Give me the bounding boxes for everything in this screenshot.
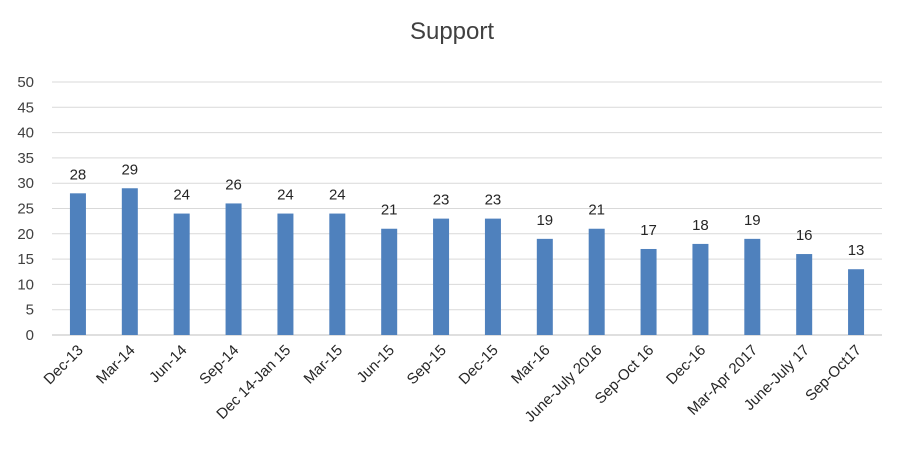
x-tick-label: Sep-15 xyxy=(404,342,450,388)
x-tick-label: Sep-Oct17 xyxy=(802,342,865,405)
data-label: 13 xyxy=(848,242,865,259)
bar xyxy=(433,218,450,335)
x-tick-label: Jun-14 xyxy=(146,342,190,386)
data-label: 29 xyxy=(121,161,138,178)
y-tick-label: 15 xyxy=(17,251,34,268)
bar xyxy=(329,213,346,335)
bar xyxy=(588,228,605,335)
bars xyxy=(69,188,865,335)
chart-title: Support xyxy=(409,18,495,45)
gridlines xyxy=(52,81,882,336)
x-tick-label: Dec-16 xyxy=(663,342,709,388)
y-tick-label: 35 xyxy=(17,150,34,167)
y-tick-label: 30 xyxy=(17,175,34,192)
x-tick-label: Mar-14 xyxy=(93,342,139,388)
y-tick-label: 50 xyxy=(17,74,34,91)
bar xyxy=(484,218,501,335)
x-tick-label: Dec-13 xyxy=(41,342,87,388)
y-tick-label: 5 xyxy=(26,302,34,319)
data-label: 28 xyxy=(70,166,87,183)
bar xyxy=(225,203,242,335)
data-label: 21 xyxy=(588,202,605,219)
data-label: 16 xyxy=(796,227,813,244)
data-label: 17 xyxy=(640,222,657,239)
data-label: 23 xyxy=(433,192,450,209)
y-tick-label: 25 xyxy=(17,201,34,218)
bar xyxy=(173,213,190,335)
data-label: 19 xyxy=(744,212,761,229)
y-axis-ticks: 0 5 10 15 20 25 30 35 40 45 50 xyxy=(17,74,34,344)
bar xyxy=(744,238,761,335)
data-label: 23 xyxy=(485,192,502,209)
bar xyxy=(796,254,813,335)
y-tick-label: 40 xyxy=(17,125,34,142)
data-label: 18 xyxy=(692,217,709,234)
data-label: 26 xyxy=(225,176,242,193)
data-label: 24 xyxy=(173,187,190,204)
x-tick-label: Dec-15 xyxy=(456,342,502,388)
bar xyxy=(536,238,553,335)
data-label: 24 xyxy=(329,187,346,204)
x-tick-label: Sep-14 xyxy=(196,342,242,388)
x-tick-label: Jun-15 xyxy=(354,342,398,386)
bar xyxy=(381,228,398,335)
data-label: 21 xyxy=(381,202,398,219)
y-tick-label: 20 xyxy=(17,226,34,243)
y-tick-label: 10 xyxy=(17,276,34,293)
y-tick-label: 45 xyxy=(17,99,34,116)
bar xyxy=(640,248,657,335)
bar xyxy=(277,213,294,335)
y-tick-label: 0 xyxy=(26,327,34,344)
x-tick-label: Mar-15 xyxy=(301,342,347,388)
data-labels: 28 29 24 26 24 24 21 23 23 19 21 17 18 19 16 13 xyxy=(70,161,865,259)
x-tick-label: Mar-16 xyxy=(508,342,554,388)
bar xyxy=(69,193,86,335)
bar xyxy=(692,243,709,335)
bar xyxy=(121,188,138,335)
bar xyxy=(848,269,865,335)
data-label: 24 xyxy=(277,187,294,204)
data-label: 19 xyxy=(536,212,553,229)
